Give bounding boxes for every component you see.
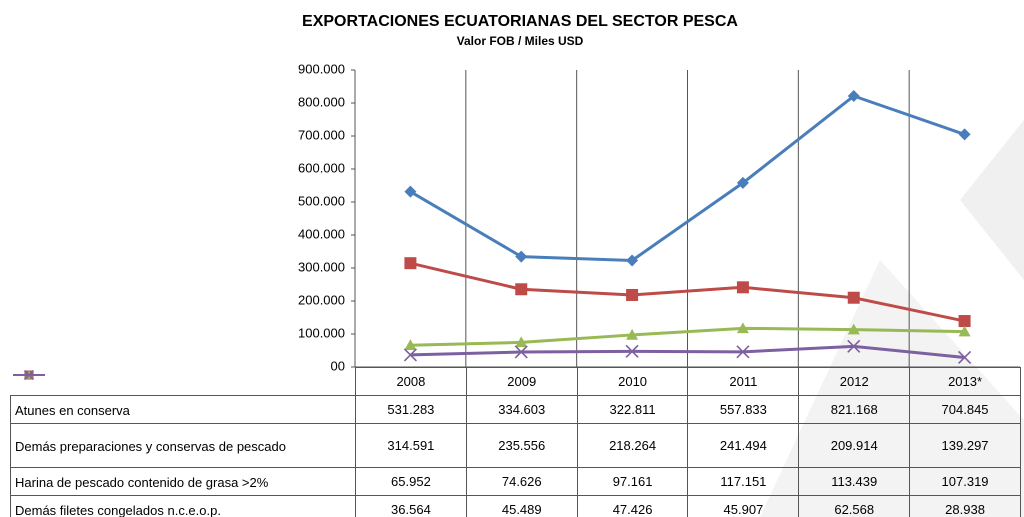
marker [625,344,639,358]
series-line [410,344,965,359]
marker [958,325,971,337]
value-cell: 117.151 [687,467,800,496]
legend-label: Demás preparaciones y conservas de pesca… [15,438,286,454]
marker [515,250,528,263]
value-cell: 45.489 [465,495,578,517]
value-cell: 235.556 [465,423,578,468]
legend-entry: Demás preparaciones y conservas de pesca… [10,370,356,468]
marker [515,283,528,296]
marker [403,348,417,362]
data-table: 2008 2009 2010 2011 2012 2013* Atunes en conse… [10,367,1021,517]
value-cell: 218.264 [576,423,689,468]
x-tick-label: 2008 [355,367,467,396]
marker [847,291,860,304]
legend-entry: Harina de pescado contenido de grasa >2% [10,370,356,496]
value-cell: 139.297 [909,423,1021,468]
marker [958,128,971,141]
value-cell: 107.319 [909,467,1021,496]
y-tick-label: 600.000 [298,160,345,175]
y-tick-label: 500.000 [298,193,345,208]
y-tick-label: 200.000 [298,292,345,307]
value-cell: 62.568 [798,495,911,517]
value-cell: 314.591 [355,423,467,468]
legend-key [12,369,45,380]
value-cell: 97.161 [576,467,689,496]
series-line [409,94,966,262]
legend-entry: Demás filetes congelados n.c.e.o.p. [10,369,356,517]
marker [404,339,417,351]
value-cell: 65.952 [355,467,467,496]
x-tick-label: 2010 [576,367,689,396]
marker [847,323,860,335]
marker [404,185,417,198]
legend-entry: Atunes en conserva [10,370,356,424]
series-line [410,326,965,347]
corner-cell [11,368,356,396]
marker [626,254,639,267]
value-cell: 557.833 [687,395,800,424]
y-tick-label: 300.000 [298,259,345,274]
y-tick-label: 400.000 [298,226,345,241]
value-cell: 334.603 [465,395,578,424]
value-cell: 45.907 [687,495,800,517]
x-tick-label: 2009 [465,367,578,396]
x-tick-label: 2013* [909,367,1021,396]
value-cell: 36.564 [355,495,467,517]
value-cell: 113.439 [798,467,911,496]
y-tick-label: 900.000 [298,61,345,76]
y-tick-label: 700.000 [298,127,345,142]
value-cell: 209.914 [798,423,911,468]
marker [736,176,749,189]
marker [23,369,34,380]
marker [736,322,749,334]
marker [626,328,639,340]
value-cell: 322.811 [576,395,689,424]
value-cell: 241.494 [687,423,800,468]
chart-title: EXPORTACIONES ECUATORIANAS DEL SECTOR PE… [302,13,738,30]
legend-label: Demás filetes congelados n.c.e.o.p. [15,502,221,517]
marker [736,345,750,359]
value-cell: 821.168 [798,395,911,424]
y-tick-label: 800.000 [298,94,345,109]
value-cell: 28.938 [909,495,1021,517]
series-line [410,261,965,323]
marker [514,345,528,359]
legend-label: Atunes en conserva [15,402,130,418]
value-cell: 531.283 [355,395,467,424]
value-cell: 704.845 [909,395,1021,424]
y-tick-label: 100.000 [298,325,345,340]
y-tick-label: 00 [331,358,345,373]
value-cell: 47.426 [576,495,689,517]
value-cell: 74.626 [465,467,578,496]
marker [958,315,971,328]
marker [958,350,972,365]
marker [515,336,528,348]
marker [847,90,860,103]
legend-label: Harina de pescado contenido de grasa >2% [15,474,269,490]
chart-subtitle: Valor FOB / Miles USD [457,34,584,48]
marker [626,288,639,301]
background-shape [960,120,1024,280]
x-tick-label: 2011 [687,367,800,396]
marker [847,339,861,353]
x-tick-label: 2012 [798,367,911,396]
marker [736,281,749,294]
marker [404,257,417,270]
